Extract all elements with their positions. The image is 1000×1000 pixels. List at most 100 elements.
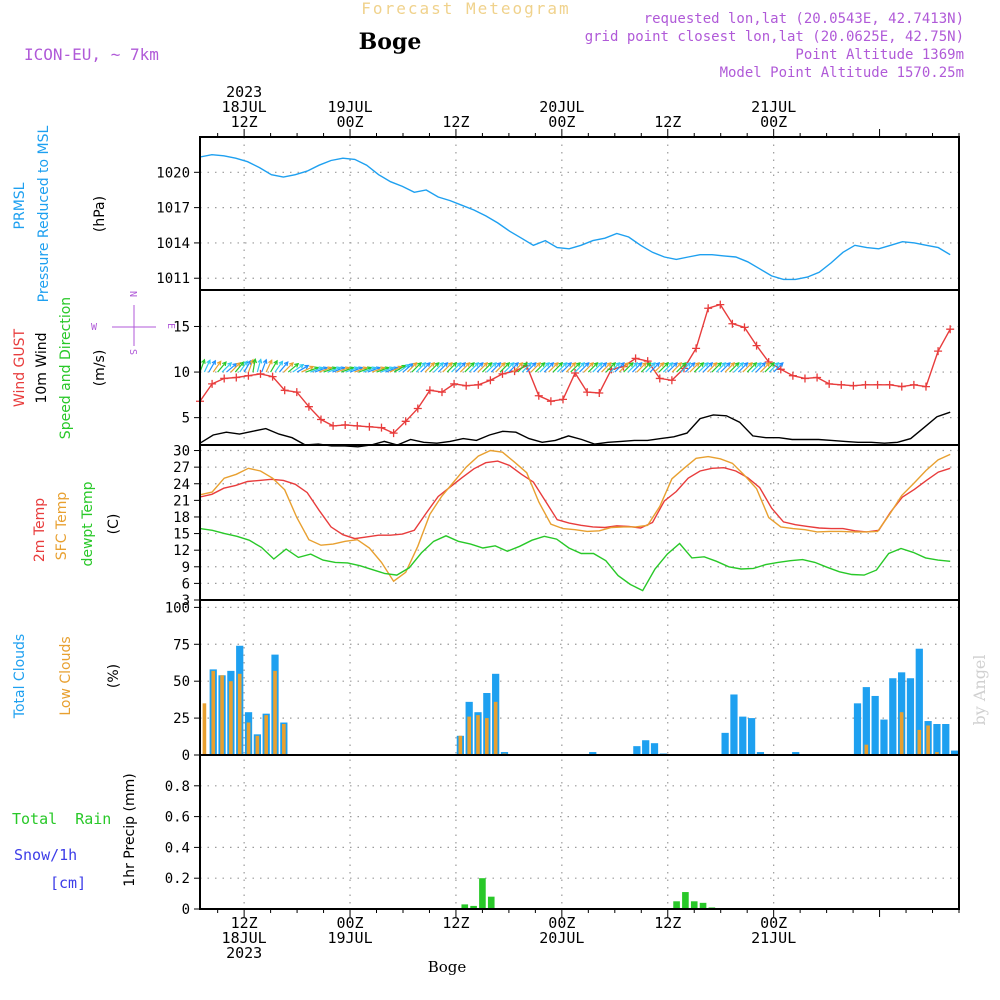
wind-arrow-head — [257, 358, 263, 364]
wind-arrow — [305, 367, 319, 373]
wind-arrow — [261, 359, 267, 373]
wind-arrow-head — [695, 361, 700, 367]
wind-arrow-head — [434, 361, 440, 367]
sfc-temp-line — [199, 449, 951, 583]
rain-bar — [487, 896, 495, 909]
y-tick-label: 0.4 — [165, 840, 190, 856]
gust-marker — [498, 369, 507, 378]
wind-arrow — [508, 362, 519, 373]
y-tick-label: 21 — [173, 493, 190, 509]
wind-arrow — [680, 362, 691, 373]
gust-marker — [571, 368, 580, 377]
y-tick-label: 27 — [173, 460, 190, 476]
dewpt-line — [199, 527, 951, 592]
total-cloud-bar — [792, 752, 800, 755]
y-tick-label: 5 — [182, 411, 190, 427]
gust-marker — [353, 421, 362, 430]
wind-arrow — [760, 362, 771, 373]
wind-arrow-head — [246, 359, 252, 365]
gust-marker — [740, 323, 749, 332]
total-cloud-bar — [942, 724, 950, 755]
total-cloud-bar — [862, 687, 870, 755]
wind-arrow-head — [514, 361, 519, 367]
wind-arrow-head — [452, 361, 458, 367]
wind-arrow — [477, 362, 488, 373]
rain-bar — [699, 902, 707, 909]
gust-marker — [462, 381, 471, 390]
data-layer — [196, 153, 959, 909]
y-tick-label: 6 — [182, 576, 190, 592]
wind-arrow — [345, 367, 359, 373]
wind-arrow-head — [562, 361, 568, 367]
watermark: by Angel — [970, 654, 989, 725]
wind-arrow-head — [496, 361, 502, 367]
low-cloud-bar — [264, 715, 269, 755]
wind-arrow — [265, 360, 273, 373]
wind-arrow-head — [589, 361, 594, 367]
wind-arrow — [654, 362, 665, 373]
wind-arrow — [614, 362, 625, 373]
wind-arrow — [230, 362, 241, 373]
wind-arrow — [592, 362, 603, 373]
wind-arrow-head — [765, 361, 771, 367]
wind-arrow — [486, 362, 497, 373]
temp-sfc-label: SFC Temp — [54, 492, 70, 561]
wind-arrow — [278, 361, 289, 373]
gust-marker — [704, 304, 713, 313]
wind-arrow-head — [201, 358, 206, 364]
wind-arrow-head — [650, 361, 656, 367]
wind-arrow — [676, 362, 687, 373]
total-cloud-bar — [933, 724, 941, 755]
wind-arrow-head — [734, 361, 740, 367]
wind-arrow-head — [677, 361, 683, 367]
wind-arrow — [318, 367, 332, 373]
gust-marker — [849, 381, 858, 390]
wind-arrow-head — [447, 361, 453, 367]
gust-marker — [546, 397, 555, 406]
wind-arrow-head — [509, 361, 515, 367]
wind-arrow-head — [628, 361, 634, 367]
gust-marker — [292, 388, 301, 397]
wind-arrow — [243, 360, 252, 373]
y-tick-label: 10 — [173, 365, 190, 381]
wind-arrow-head — [672, 361, 678, 367]
clouds-total-label: Total Clouds — [12, 634, 28, 719]
rain-bar — [673, 901, 680, 909]
wind-arrow-head — [558, 361, 564, 367]
panel-frame — [199, 136, 960, 291]
gust-marker — [788, 371, 797, 380]
wind-arrow-head — [619, 361, 625, 367]
wind-arrow-head — [606, 361, 612, 367]
wind-arrow — [234, 361, 245, 373]
wind-arrow — [662, 362, 673, 373]
y-tick-label: 30 — [173, 444, 190, 460]
gust-marker — [413, 404, 422, 413]
pressure-unit: (hPa) — [92, 196, 108, 232]
wind-arrow-head — [725, 361, 731, 367]
wind-arrow-head — [717, 361, 722, 367]
wind-arrow-head — [283, 361, 289, 367]
wind-arrow — [764, 362, 775, 373]
wind-arrow — [627, 362, 638, 373]
x-label-bottom: 21JUL — [751, 929, 796, 947]
wind-arrow — [561, 362, 572, 373]
y-tick-label: 15 — [173, 319, 190, 335]
y-tick-label: 15 — [173, 527, 190, 543]
low-cloud-bar — [476, 715, 480, 755]
wind-arrow — [557, 362, 568, 373]
pressure-label-name: PRMSL — [12, 182, 28, 229]
wind-arrow — [314, 367, 328, 373]
wind-arrow — [402, 363, 414, 373]
wind-arrow — [367, 367, 381, 373]
gust-marker — [583, 388, 592, 397]
gust-marker — [909, 380, 918, 389]
low-cloud-bar — [282, 724, 286, 755]
y-tick-label: 18 — [173, 510, 190, 526]
gust-marker — [244, 371, 253, 380]
wind-arrow-head — [227, 361, 233, 367]
wind-arrow — [552, 362, 563, 373]
wind-arrow — [605, 362, 616, 373]
wind-arrow-head — [774, 361, 780, 367]
wind-arrow — [504, 362, 515, 373]
wind-arrow — [455, 362, 466, 373]
